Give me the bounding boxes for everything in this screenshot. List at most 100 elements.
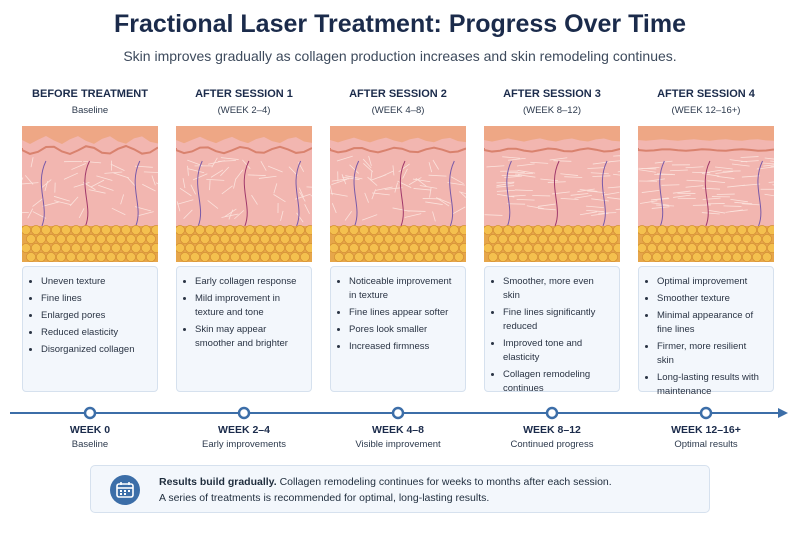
collagen-fiber [458,191,466,195]
fat-cell [712,234,722,244]
collagen-fiber [591,198,609,202]
week-caption: Early improvements [202,439,286,450]
collagen-fiber [404,213,422,218]
epidermis-base [22,144,158,156]
fat-cell [747,225,757,235]
fat-cell [652,252,662,262]
fat-cell [141,243,151,253]
fat-cell [399,243,409,253]
collagen-fiber [516,198,535,201]
fat-cell [558,234,568,244]
note-box: Results build gradually. Collagen remode… [90,465,710,513]
fat-cell [305,225,312,235]
collagen-fiber [515,173,534,175]
fat-cell [727,243,737,253]
stage-subheading: (WEEK 4–8) [371,105,425,116]
collagen-fiber [598,212,617,214]
collagen-fiber [30,157,34,168]
fat-cell [548,234,558,244]
collagen-fiber [206,179,225,181]
bullet: Enlarged pores [41,309,149,323]
collagen-fiber [370,170,373,181]
fat-cell [22,225,31,235]
collagen-fiber [613,155,620,157]
bullet: Increased firmness [349,340,457,354]
collagen-fiber [363,163,374,173]
fat-cell [404,234,414,244]
collagen-fiber [273,194,286,203]
fat-cell [732,252,742,262]
collagen-fiber [362,158,372,169]
fat-cell [682,252,692,262]
fat-cell [71,243,81,253]
stage-header: BEFORE TREATMENT Baseline [22,88,158,116]
collagen-fiber [707,180,726,184]
fat-cell [86,234,96,244]
stage-subheading: (WEEK 8–12) [522,105,582,116]
collagen-fiber [560,173,579,176]
fat-cell [190,252,200,262]
collagen-fiber [762,162,774,165]
collagen-fiber [530,161,549,164]
collagen-fiber [435,197,451,204]
stage-header: AFTER SESSION 1 (WEEK 2–4) [176,88,312,116]
vessel [757,160,763,227]
collagen-fiber [701,212,720,215]
fat-cell [543,243,553,253]
fat-cell [61,243,71,253]
fat-cell [449,225,459,235]
collagen-fiber [242,159,251,170]
fat-cell [762,234,772,244]
fat-cell [558,252,568,262]
stage-subheading: Baseline [71,105,109,116]
fat-cell [757,225,767,235]
collagen-fiber [547,181,566,183]
collagen-fiber [425,201,443,205]
fat-cell [414,252,424,262]
fat-cell [81,225,91,235]
collagen-fiber [496,185,515,188]
note-bold: Results build gradually. [159,476,277,488]
epidermis-base [484,147,620,153]
collagen-fiber [496,181,515,184]
fat-cell [444,234,454,244]
collagen-fiber [592,175,611,177]
fat-cell [657,225,667,235]
collagen-fiber [432,159,440,170]
fat-cell [484,225,493,235]
fat-cell [717,243,727,253]
fat-cell [285,225,295,235]
fat-cell [265,243,275,253]
stage-card: Early collagen response Mild improvement … [176,266,312,392]
fat-cell [419,225,429,235]
epidermis-base [638,148,774,152]
fat-cell [176,225,185,235]
collagen-fiber [88,189,106,194]
collagen-fiber [429,187,432,198]
note-line: Results build gradually. Collagen remode… [159,476,612,488]
fat-cell [533,243,543,253]
fat-cell [51,243,61,253]
collagen-fiber [298,187,304,198]
fat-cell [305,243,312,253]
collagen-fiber [362,214,378,221]
collagen-fiber [176,201,181,212]
collagen-fiber [379,170,394,178]
collagen-fiber [704,169,722,174]
collagen-fiber [398,163,410,173]
collagen-fiber [602,191,620,196]
collagen-fiber [707,209,726,214]
collagen-fiber [484,214,503,216]
fat-cell [583,225,593,235]
fat-cell [642,234,652,244]
fat-cell [379,225,389,235]
collagen-fiber [111,207,126,216]
bullet: Improved tone and elasticity [503,337,611,365]
fat-cell [593,243,603,253]
fat-cell [180,234,190,244]
fat-cell [146,234,156,244]
vessel [40,160,47,227]
note-text: Collagen remodeling continues for weeks … [279,476,612,488]
fat-cell [394,234,404,244]
